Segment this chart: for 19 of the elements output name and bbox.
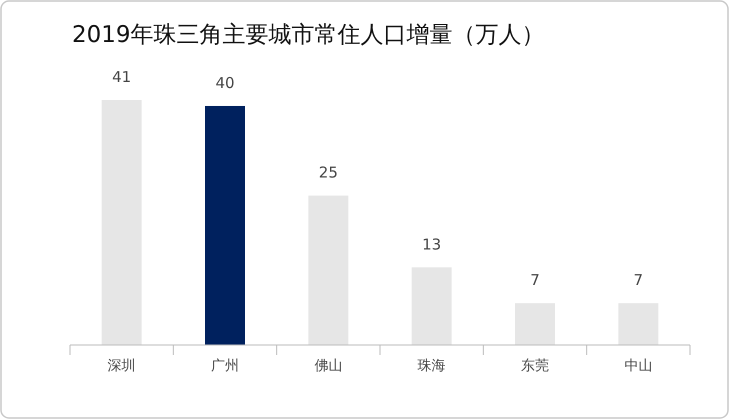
x-tick-label: 中山 — [624, 358, 652, 374]
data-label: 7 — [530, 271, 540, 290]
x-tick-label: 深圳 — [108, 358, 136, 374]
bar — [102, 100, 142, 345]
x-tick-label: 广州 — [211, 358, 239, 374]
chart-title: 2019年珠三角主要城市常住人口增量（万人） — [72, 22, 545, 48]
x-tick-label: 珠海 — [418, 358, 446, 374]
data-label: 25 — [318, 164, 338, 182]
data-label: 41 — [112, 68, 132, 86]
x-tick-label: 佛山 — [314, 358, 342, 374]
data-label: 7 — [634, 271, 644, 290]
bar — [412, 267, 452, 345]
bar — [515, 303, 555, 345]
bar — [205, 106, 245, 345]
x-tick-label: 东莞 — [521, 358, 549, 374]
data-label: 40 — [215, 74, 235, 92]
bar — [308, 196, 348, 345]
bar — [618, 303, 658, 345]
data-label: 13 — [422, 235, 442, 254]
